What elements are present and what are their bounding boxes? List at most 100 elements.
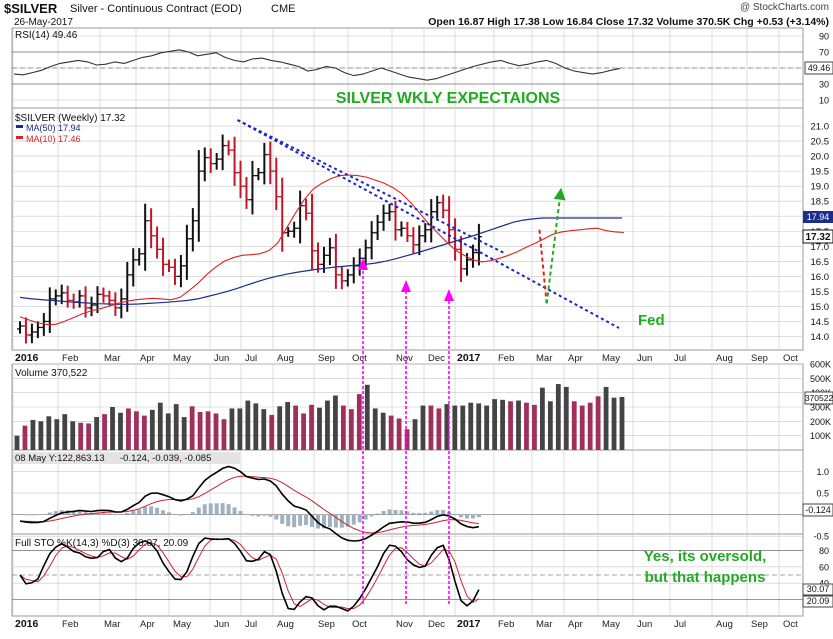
volume-bar-69 [564,387,569,450]
x-axis-bottom-tick-12: 2017 [457,618,481,630]
volume-bar-33 [277,406,282,450]
volume-bar-63 [516,401,521,450]
volume-bar-75 [612,398,617,450]
macd-hist-bar-23 [155,508,159,515]
volume-bar-76 [620,397,625,450]
volume-bar-9 [86,423,91,450]
volume-bar-5 [54,419,59,450]
x-axis-top-tick-5: Jun [214,353,229,364]
volume-bar-45 [373,408,378,450]
x-axis-top-tick-8: Sep [318,353,335,364]
macd-hist-bar-48 [304,515,308,525]
macd-hist-bar-66 [411,513,415,515]
x-axis-bottom-tick-20: Sep [751,619,768,630]
volume-bar-1 [23,426,28,450]
volume-bar-40 [333,396,338,450]
x-axis-top-tick-2: Mar [104,353,120,364]
macd-hist-bar-39 [250,515,254,516]
macd-hist-bar-1 [24,515,28,516]
volume-bar-24 [206,411,211,450]
volume-bar-20 [174,404,179,450]
x-axis-top-tick-10: Nov [396,353,413,364]
macd-values: -0.124, -0.039, -0.085 [120,453,211,464]
headline-annotation: SILVER WKLY EXPECTAIONS [336,90,561,107]
price-tick-10: 16.0 [811,272,830,283]
volume-bar-31 [261,409,266,450]
oversold-note-line2: but that happens [645,569,766,586]
x-axis-top-tick-9: Oct [352,353,367,364]
price-tick-5: 18.5 [811,197,830,208]
price-tick-1: 20.5 [811,137,830,148]
macd-tick-2: -0.5 [813,532,829,542]
stochastic-y-ticks: 806040 [819,546,829,589]
macd-hist-bar-59 [370,515,374,517]
instrument-description: Silver - Continuous Contract (EOD) [70,3,242,15]
x-axis-top-tick-1: Feb [62,353,78,364]
ma10-legend-swatch [16,136,23,139]
macd-hist-bar-69 [429,511,433,514]
volume-bar-55 [452,406,457,450]
macd-tick-1: 0.5 [816,489,829,499]
volume-bar-71 [580,406,585,450]
volume-bar-74 [604,387,609,450]
volume-tick-5: 100K [810,431,831,441]
macd-hist-bar-61 [382,511,386,515]
volume-bar-62 [508,401,513,450]
macd-hist-bar-33 [215,503,219,514]
x-axis-top-tick-17: Jun [637,353,652,364]
volume-bar-44 [365,385,370,450]
volume-bar-22 [190,406,195,450]
ma50-legend: MA(50) 17.94 [26,123,81,133]
chart-date: 26-May-2017 [14,17,73,28]
x-axis-bottom-tick-0: 2016 [15,618,39,630]
macd-hist-bar-29 [191,512,195,514]
volume-bar-37 [309,405,314,450]
macd-hist-bar-10 [78,511,82,515]
x-axis-bottom-tick-9: Oct [352,619,367,630]
macd-hist-bar-35 [227,504,231,514]
volume-bar-58 [476,403,481,450]
macd-hist-bar-45 [286,515,290,527]
stochastic-tick-0: 80 [819,546,829,556]
macd-hist-bar-36 [233,507,237,514]
volume-bar-61 [500,400,505,450]
volume-bar-4 [46,416,51,450]
x-axis-bottom-tick-7: Aug [277,619,294,630]
macd-hist-bar-43 [274,515,278,520]
macd-hist-bar-19 [131,511,135,515]
macd-value-text: -0.124 [805,505,831,515]
volume-bar-29 [245,401,250,450]
price-tick-13: 14.5 [811,317,830,328]
macd-hist-bar-14 [101,513,105,515]
macd-tick-0: 1.0 [816,467,829,477]
volume-bar-34 [285,402,290,450]
rsi-tick-4: 10 [819,96,829,106]
stochastic-d-text: 20.09 [807,596,830,606]
volume-bar-42 [349,409,354,450]
rsi-label: RSI(14) 49.46 [15,30,78,41]
x-axis-top-tick-12: 2017 [457,352,481,364]
x-axis-bottom-tick-5: Jun [214,619,229,630]
macd-hist-bar-41 [262,515,266,516]
x-axis-bottom-tick-4: May [173,619,191,630]
x-axis-top-tick-16: May [602,353,620,364]
x-axis-top-tick-11: Dec [428,353,445,364]
x-axis-bottom-tick-14: Mar [536,619,552,630]
symbol: $SILVER [4,1,58,16]
chart-header: $SILVER Silver - Continuous Contract (EO… [4,1,829,28]
volume-bar-11 [102,414,107,450]
volume-bar-67 [548,401,553,450]
volume-bar-39 [325,401,330,450]
x-axis-top-tick-15: Apr [568,353,583,364]
volume-bar-70 [572,401,577,450]
x-axis-bottom-tick-8: Sep [318,619,335,630]
x-axis-bottom-tick-18: Jul [674,619,686,630]
exchange: CME [271,3,295,15]
volume-bar-26 [222,419,227,450]
volume-bar-73 [596,396,601,450]
volume-bar-17 [150,410,155,450]
rsi-tick-1: 70 [819,48,829,58]
volume-bar-12 [110,407,115,450]
x-axis-bottom-tick-6: Jul [245,619,257,630]
x-axis-bottom-tick-21: Oct [783,619,798,630]
